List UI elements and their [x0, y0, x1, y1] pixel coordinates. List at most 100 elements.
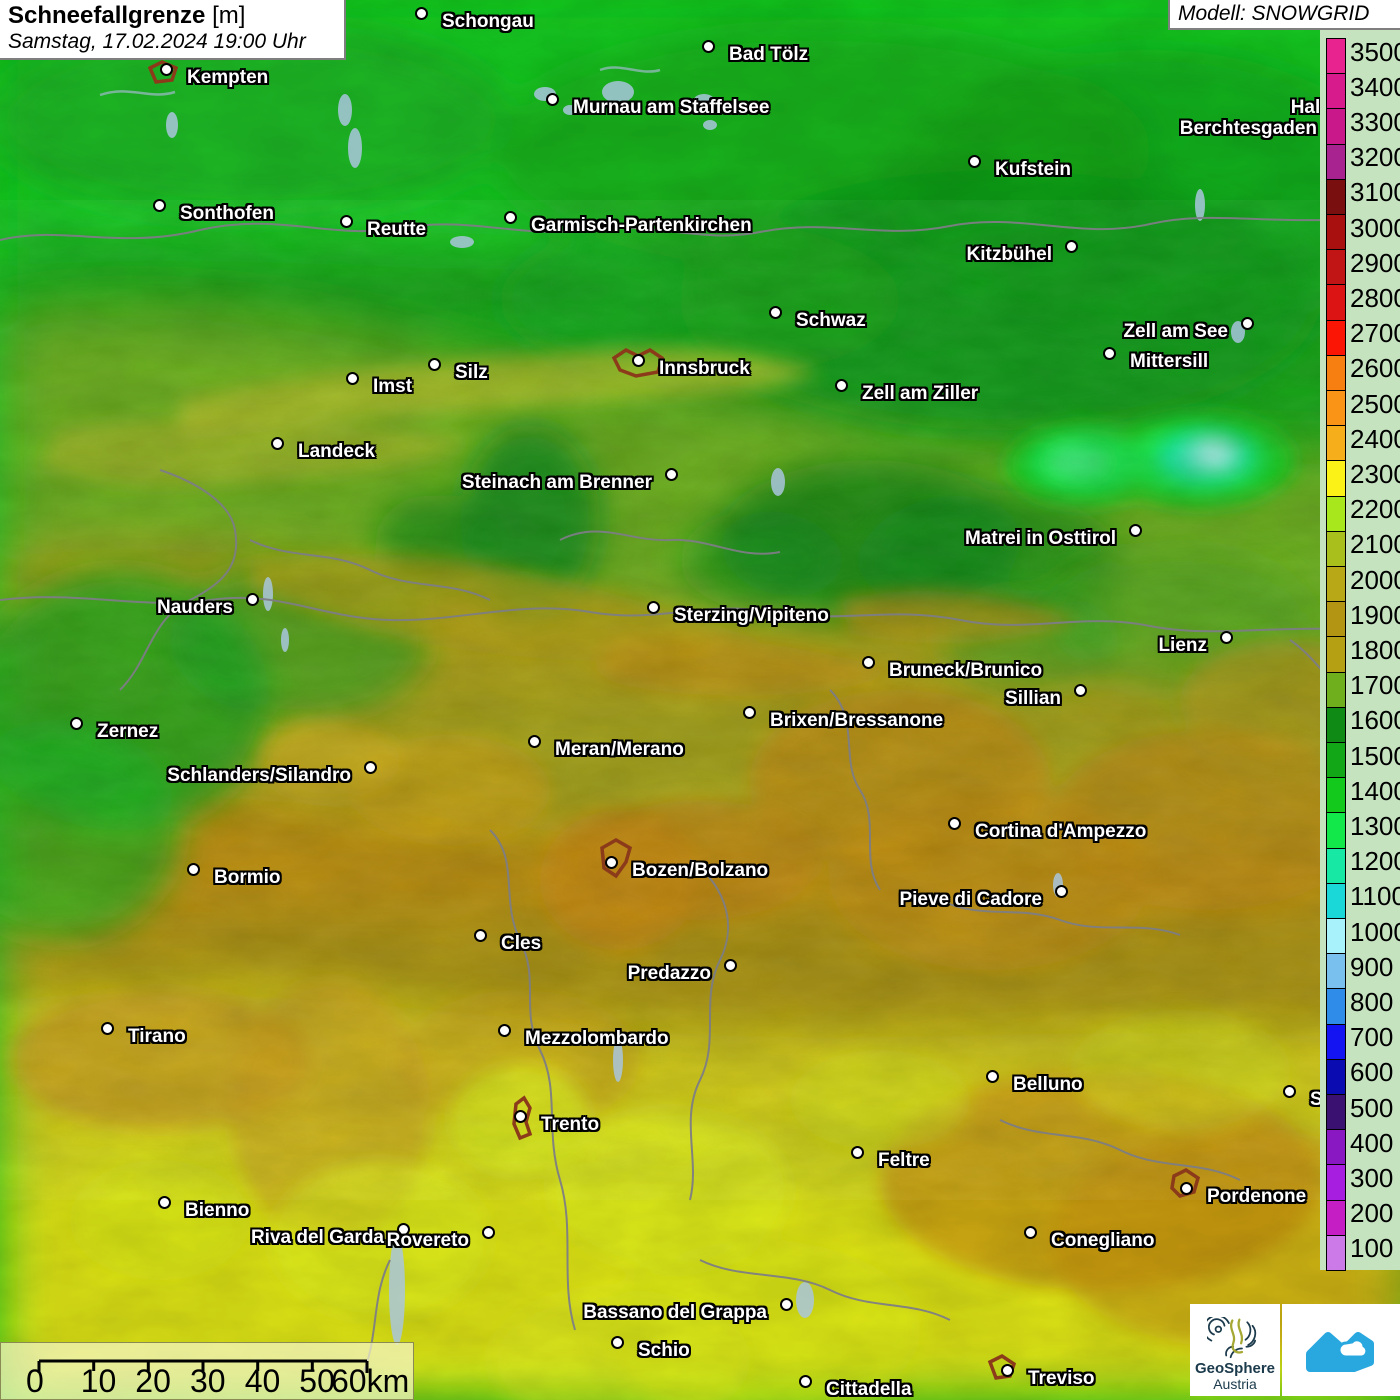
city-dot-icon — [611, 1336, 624, 1349]
legend-swatch-2800 — [1326, 284, 1346, 321]
city-label: Bozen/Bolzano — [632, 860, 769, 881]
model-box: Modell: SNOWGRID — [1168, 0, 1400, 30]
city-label: Mezzolombardo — [525, 1028, 669, 1049]
geosphere-mark-icon — [1207, 1317, 1257, 1359]
city-dot-icon — [160, 63, 173, 76]
scale-tick-50: 50 — [299, 1363, 335, 1399]
city-dot-icon — [1241, 317, 1254, 330]
legend-swatch-900 — [1326, 953, 1346, 990]
legend-swatch-1100 — [1326, 882, 1346, 919]
city-dot-icon — [482, 1226, 495, 1239]
geosphere-logo[interactable]: GeoSphere Austria — [1190, 1304, 1280, 1396]
city-dot-icon — [948, 817, 961, 830]
legend-swatch-3200 — [1326, 143, 1346, 180]
city-dot-icon — [1180, 1182, 1193, 1195]
city-dot-icon — [1024, 1226, 1037, 1239]
legend-label-2900: 2900 — [1350, 247, 1400, 278]
city-label: Innsbruck — [659, 358, 750, 379]
legend-swatch-3000 — [1326, 214, 1346, 251]
legend-swatch-2300 — [1326, 460, 1346, 497]
legend-swatch-3500 — [1326, 38, 1346, 75]
legend-swatch-2100 — [1326, 530, 1346, 567]
legend-swatch-3300 — [1326, 108, 1346, 145]
legend-swatch-3100 — [1326, 178, 1346, 215]
legend-label-600: 600 — [1350, 1057, 1394, 1088]
city-dot-icon — [1074, 684, 1087, 697]
city-dot-icon — [835, 379, 848, 392]
city-dot-icon — [70, 717, 83, 730]
legend-label-300: 300 — [1350, 1163, 1394, 1193]
colorbar-legend: 3500 3400 3300 3200 3100 3000 2900 2800 2700 2600… — [1320, 30, 1400, 1271]
city-label: Pieve di Cadore — [899, 889, 1042, 910]
legend-swatch-600 — [1326, 1058, 1346, 1095]
legend-swatch-2700 — [1326, 319, 1346, 356]
parameter-name: Schneefallgrenze — [8, 2, 206, 29]
city-label: Lienz — [1158, 635, 1207, 656]
legend-label-100: 100 — [1350, 1233, 1394, 1264]
city-dot-icon — [743, 706, 756, 719]
city-dot-icon — [153, 199, 166, 212]
city-label: Meran/Merano — [555, 739, 684, 760]
city-dot-icon — [986, 1070, 999, 1083]
city-dot-icon — [1001, 1364, 1014, 1377]
legend-label-3200: 3200 — [1350, 142, 1400, 173]
city-label: Schwaz — [796, 310, 866, 331]
legend-label-900: 900 — [1350, 951, 1394, 982]
city-dot-icon — [397, 1223, 410, 1236]
parameter-unit: [m] — [212, 2, 246, 29]
city-dot-icon — [498, 1024, 511, 1037]
city-label: Conegliano — [1051, 1230, 1155, 1251]
legend-label-2800: 2800 — [1350, 283, 1400, 313]
city-label: Cles — [501, 933, 542, 954]
city-label: Treviso — [1028, 1368, 1095, 1389]
legend-label-3100: 3100 — [1350, 177, 1400, 208]
city-dot-icon — [101, 1022, 114, 1035]
legend-label-1300: 1300 — [1350, 811, 1400, 841]
legend-swatch-2000 — [1326, 566, 1346, 603]
legend-label-2300: 2300 — [1350, 459, 1400, 489]
app-logo[interactable] — [1282, 1304, 1400, 1396]
city-dot-icon — [364, 761, 377, 774]
city-label: Bassano del Grappa — [583, 1302, 767, 1323]
city-dot-icon — [1129, 524, 1142, 537]
city-label: Berchtesgaden — [1179, 118, 1317, 139]
legend-label-2100: 2100 — [1350, 529, 1400, 560]
legend-label-1500: 1500 — [1350, 740, 1400, 771]
city-label: Rovereto — [386, 1230, 469, 1251]
legend-label-2400: 2400 — [1350, 423, 1400, 454]
legend-label-800: 800 — [1350, 987, 1394, 1017]
city-label: Matrei in Osttirol — [965, 528, 1116, 549]
page-title: Schneefallgrenze [m] — [8, 2, 338, 29]
city-dot-icon — [665, 468, 678, 481]
legend-label-1700: 1700 — [1350, 670, 1400, 701]
city-label: Imst — [373, 376, 413, 397]
legend-swatch-300 — [1326, 1164, 1346, 1201]
city-dot-icon — [246, 593, 259, 606]
legend-label-400: 400 — [1350, 1127, 1394, 1158]
city-label: Bienno — [185, 1200, 250, 1221]
legend-swatch-1400 — [1326, 777, 1346, 814]
scale-tick-40: 40 — [244, 1363, 281, 1399]
city-label: Sillian — [1005, 688, 1061, 709]
legend-swatch-1700 — [1326, 671, 1346, 708]
city-dot-icon — [632, 354, 645, 367]
legend-label-500: 500 — [1350, 1092, 1394, 1123]
city-dot-icon — [769, 306, 782, 319]
city-dot-icon — [504, 211, 517, 224]
scale-tick-30: 30 — [190, 1363, 226, 1399]
legend-swatch-1200 — [1326, 847, 1346, 884]
city-label: Steinach am Brenner — [461, 472, 652, 493]
colorbar-swatches — [1326, 34, 1346, 1271]
city-label: Sonthofen — [180, 203, 274, 224]
city-label: Feltre — [878, 1150, 930, 1171]
geosphere-name: GeoSphere — [1194, 1360, 1276, 1377]
city-dot-icon — [1065, 240, 1078, 253]
city-dot-icon — [1055, 885, 1068, 898]
legend-label-1900: 1900 — [1350, 599, 1400, 630]
city-label: Zell am See — [1123, 321, 1228, 342]
city-label: Brixen/Bressanone — [770, 710, 944, 731]
city-label: Garmisch-Partenkirchen — [531, 215, 752, 236]
city-dot-icon — [1103, 347, 1116, 360]
city-dot-icon — [968, 155, 981, 168]
